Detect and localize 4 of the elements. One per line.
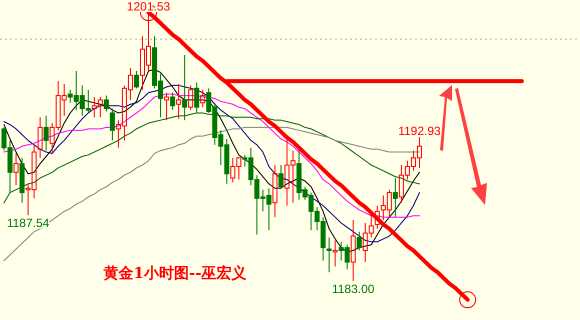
annotation: 黄金1小时图--巫宏义 [102,264,248,282]
annotation: 1192.93 [398,124,442,138]
annotation: 1183.00 [332,282,375,296]
annotation: 1187.54 [6,216,50,230]
